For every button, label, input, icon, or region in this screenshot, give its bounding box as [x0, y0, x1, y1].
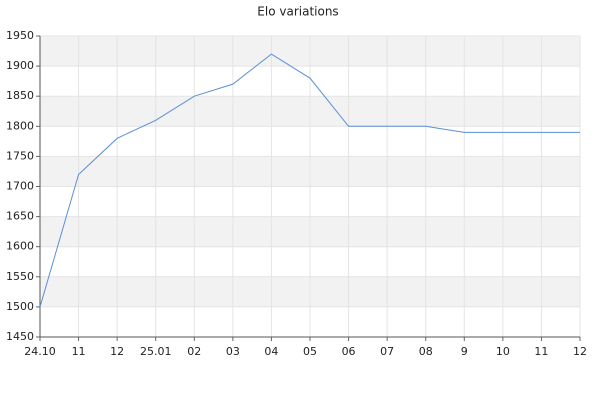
x-tick-label: 03 [226, 345, 240, 358]
x-tick-label: 07 [380, 345, 394, 358]
x-tick-label: 06 [342, 345, 356, 358]
x-tick-label: 08 [419, 345, 433, 358]
x-tick-label: 25.01 [140, 345, 172, 358]
y-tick-label: 1650 [6, 210, 34, 223]
y-tick-label: 1450 [6, 330, 34, 343]
y-tick-label: 1800 [6, 119, 34, 132]
x-tick-label: 12 [110, 345, 124, 358]
y-tick-label: 1550 [6, 270, 34, 283]
x-tick-label: 02 [187, 345, 201, 358]
y-tick-label: 1600 [6, 240, 34, 253]
y-tick-label: 1900 [6, 59, 34, 72]
x-tick-label: 11 [534, 345, 548, 358]
x-tick-label: 04 [264, 345, 278, 358]
x-tick-label: 24.10 [24, 345, 56, 358]
x-tick-label: 9 [461, 345, 468, 358]
x-tick-label: 12 [573, 345, 587, 358]
y-tick-label: 1750 [6, 149, 34, 162]
y-tick-label: 1700 [6, 180, 34, 193]
x-tick-label: 10 [496, 345, 510, 358]
data-line [39, 53, 580, 308]
y-tick-label: 1950 [6, 29, 34, 42]
y-tick-label: 1850 [6, 89, 34, 102]
x-tick-label: 05 [303, 345, 317, 358]
chart-title: Elo variations [257, 5, 338, 19]
y-tick-label: 1500 [6, 300, 34, 313]
x-tick-label: 11 [72, 345, 86, 358]
